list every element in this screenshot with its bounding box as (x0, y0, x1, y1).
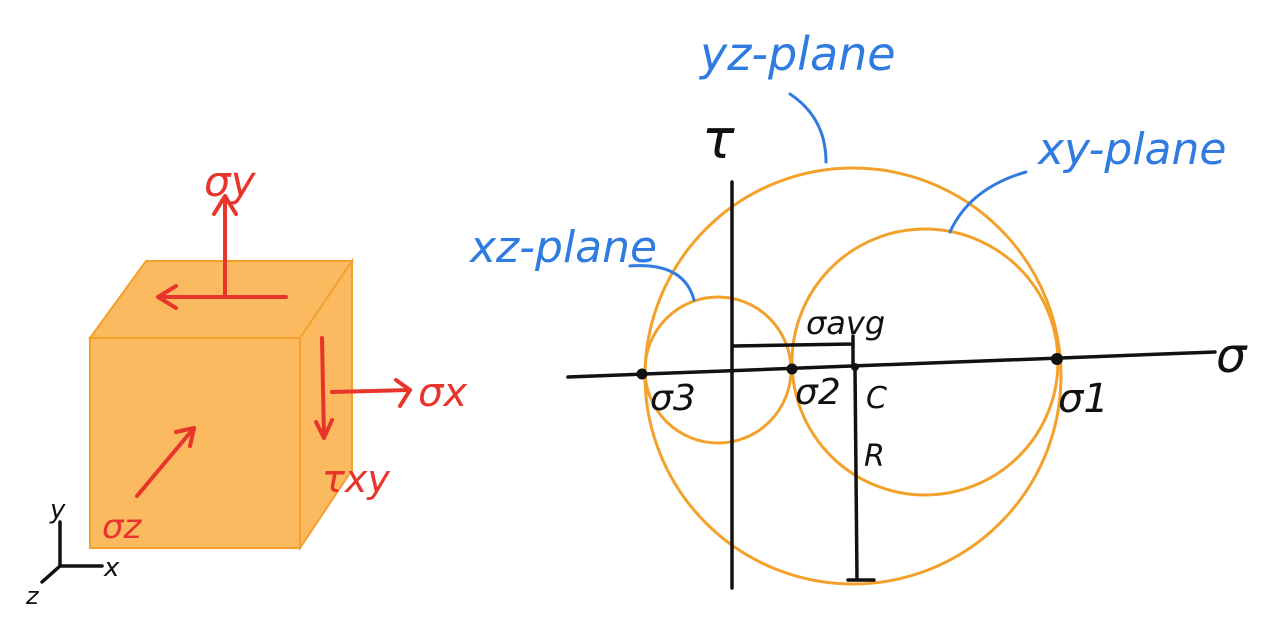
sigma-2-label: σ2 (795, 372, 841, 413)
sigma-avg-bracket (732, 334, 855, 368)
cube-front-face (89, 337, 301, 549)
plane-leader-lines (628, 92, 1028, 302)
yz-plane-circle (643, 166, 1063, 586)
sigma-1-point (1051, 353, 1063, 365)
sigma-y-arrow (212, 194, 238, 298)
sigma-x-arrow (330, 378, 412, 408)
stress-arrows (135, 194, 412, 498)
coordinate-triad (40, 520, 104, 584)
mohr-circles (643, 166, 1063, 586)
sigma-axis (566, 350, 1217, 379)
radius-label: R (864, 439, 885, 474)
mohr-axes (566, 180, 1217, 590)
sigma-1-label: σ1 (1058, 376, 1109, 422)
radius-line (846, 366, 876, 582)
sigma-x-label: σx (418, 370, 467, 416)
xz-plane-leader (628, 264, 696, 302)
sigma-3-label: σ3 (650, 378, 696, 419)
triad-z-label: z (25, 582, 40, 610)
mohr-points (636, 353, 1063, 380)
triad-x-label: x (103, 553, 120, 583)
stress-element (88, 257, 354, 552)
sigma-axis-label: σ (1216, 328, 1248, 384)
top-shear-arrow (156, 284, 288, 310)
xy-plane-leader (948, 170, 1028, 234)
xz-plane-label: xz-plane (468, 222, 657, 273)
tau-xy-arrow (314, 336, 334, 440)
yz-plane-leader (788, 92, 828, 164)
tau-axis-label: τ (702, 108, 735, 171)
triad-z-axis (40, 564, 62, 584)
sigma-y-label: σy (204, 157, 257, 206)
xy-plane-label: xy-plane (1036, 124, 1226, 175)
center-label: C (866, 381, 887, 416)
center-point (851, 363, 859, 371)
sigma-3-point (636, 368, 648, 380)
sigma-z-label: σz (102, 507, 143, 547)
triad-y-label: y (49, 495, 66, 525)
sigma-2-point (786, 363, 798, 375)
sigma-avg-label: σavg (806, 304, 885, 342)
sigma-z-arrow (135, 426, 196, 498)
yz-plane-label: yz-plane (698, 27, 896, 81)
tau-xy-label: τxy (322, 457, 390, 501)
